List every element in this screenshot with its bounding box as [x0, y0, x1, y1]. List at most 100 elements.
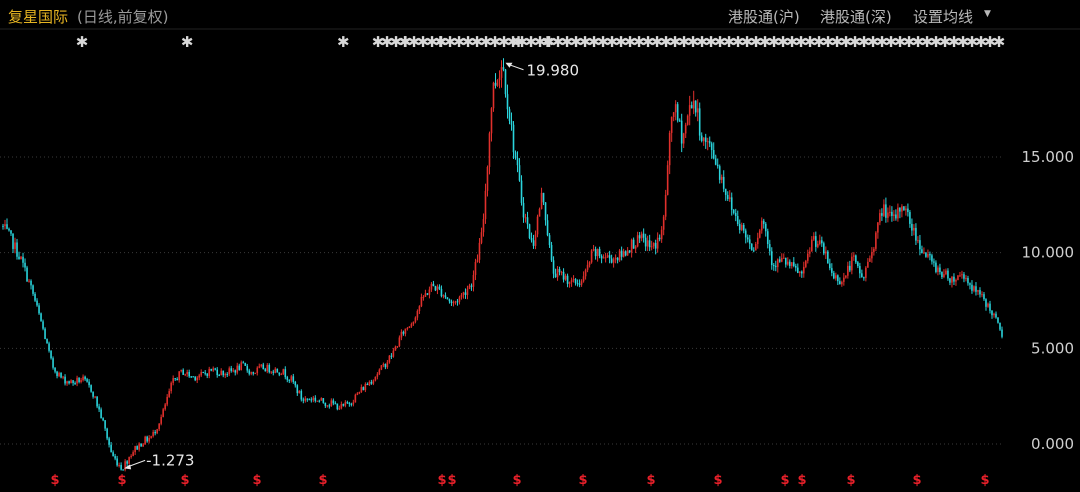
- candle-body: [428, 289, 431, 295]
- top-marker-star: ✱: [417, 33, 430, 51]
- candle-body: [446, 297, 449, 300]
- candle-body: [798, 271, 801, 273]
- candle-body: [212, 368, 215, 371]
- candle-body: [534, 234, 537, 246]
- candle-body: [414, 317, 417, 322]
- candle-body: [4, 224, 6, 227]
- candle-body: [396, 346, 399, 348]
- candle-body: [262, 364, 265, 370]
- candle-body: [306, 398, 309, 400]
- candle-body: [202, 372, 205, 374]
- candle-body: [336, 403, 339, 410]
- dividend-marker: $: [646, 473, 655, 488]
- candle-body: [660, 229, 663, 240]
- dividend-marker: $: [117, 473, 126, 488]
- top-marker-star: ✱: [426, 33, 439, 51]
- candle-body: [474, 261, 477, 275]
- candle-body: [12, 233, 14, 249]
- dividend-marker: $: [713, 473, 722, 488]
- candle-body: [861, 273, 863, 278]
- top-marker-star: ✱: [390, 33, 403, 51]
- candle-body: [949, 278, 951, 283]
- candle-body: [556, 269, 559, 278]
- candle-body: [16, 242, 18, 257]
- candle-body: [166, 396, 168, 405]
- candle-body: [837, 275, 839, 282]
- low-arrow-icon: [124, 464, 132, 470]
- candle-body: [750, 243, 753, 251]
- top-marker-star: ✱: [831, 33, 844, 51]
- candle-body: [756, 237, 759, 244]
- candle-body: [805, 260, 807, 267]
- candle-body: [993, 313, 995, 316]
- candle-body: [917, 240, 919, 242]
- candle-body: [516, 157, 519, 166]
- candle-body: [156, 429, 158, 434]
- top-marker-star: ✱: [921, 33, 934, 51]
- top-marker-star: ✱: [786, 33, 799, 51]
- candle-body: [492, 82, 495, 109]
- top-marker-star: ✱: [993, 33, 1006, 51]
- candle-body: [330, 400, 333, 406]
- candle-body: [847, 265, 849, 276]
- candle-body: [176, 378, 178, 381]
- candle-body: [732, 209, 735, 213]
- candle-body: [288, 379, 291, 381]
- candle-body: [570, 280, 573, 283]
- candle-body: [666, 165, 669, 195]
- top-marker-star: ✱: [444, 33, 457, 51]
- candle-body: [302, 399, 305, 401]
- candle-body: [566, 275, 569, 284]
- top-marker-star: ✱: [525, 33, 538, 51]
- candle-body: [402, 331, 405, 334]
- candle-body: [598, 248, 601, 256]
- hk-connect-shanghai-link[interactable]: 港股通(沪): [728, 8, 800, 26]
- candle-body: [520, 180, 523, 203]
- candle-body: [903, 206, 905, 211]
- candle-body: [688, 105, 691, 116]
- caret-down-icon[interactable]: ▼: [984, 9, 991, 19]
- candle-body: [66, 381, 68, 384]
- top-marker-star: ✱: [867, 33, 880, 51]
- top-marker-star: ✱: [480, 33, 493, 51]
- candle-body: [883, 204, 885, 216]
- candle-body: [228, 368, 231, 375]
- candle-body: [871, 252, 873, 259]
- candle-body: [825, 251, 827, 254]
- peak-arrow-icon: [505, 62, 513, 68]
- candle-body: [104, 420, 106, 429]
- candle-body: [923, 252, 925, 254]
- candle-body: [54, 367, 56, 372]
- candle-body: [366, 384, 369, 386]
- moving-average-settings-button[interactable]: 设置均线: [913, 8, 974, 26]
- candle-body: [376, 374, 379, 377]
- top-marker-star: ✱: [633, 33, 646, 51]
- candle-body: [823, 243, 825, 254]
- candle-body: [784, 257, 787, 265]
- top-marker-star: ✱: [516, 33, 529, 51]
- chart-period-label: (日线,前复权): [77, 8, 169, 26]
- candle-body: [510, 120, 513, 125]
- candle-body: [809, 251, 811, 254]
- candle-body: [562, 271, 565, 280]
- candle-body: [434, 286, 437, 291]
- candle-body: [796, 267, 799, 273]
- candle-body: [498, 77, 501, 81]
- candle-body: [646, 240, 649, 247]
- top-marker-star: ✱: [903, 33, 916, 51]
- candle-body: [550, 245, 553, 261]
- candle-body: [170, 382, 172, 392]
- candle-body: [480, 232, 483, 243]
- hk-connect-shenzhen-link[interactable]: 港股通(深): [820, 8, 892, 26]
- candle-body: [845, 275, 847, 278]
- candle-body: [620, 250, 623, 257]
- candle-body: [258, 366, 261, 368]
- candlesticks: [2, 58, 1003, 472]
- candle-body: [803, 266, 805, 274]
- candle-body: [815, 236, 817, 247]
- candle-body: [256, 367, 259, 374]
- candle-body: [488, 133, 491, 167]
- candle-body: [642, 233, 645, 238]
- top-marker-star: ✱: [966, 33, 979, 51]
